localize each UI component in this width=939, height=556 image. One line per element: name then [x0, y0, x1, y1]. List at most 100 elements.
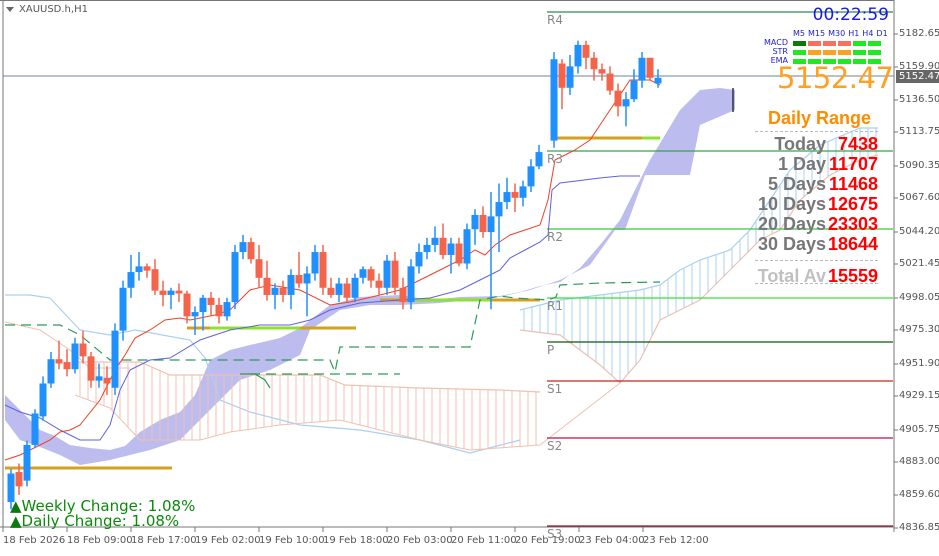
- kumo-hatch-pink: [4, 321, 621, 451]
- candle: [590, 52, 598, 81]
- candle: [335, 277, 343, 303]
- candle: [447, 237, 455, 274]
- candle: [574, 40, 582, 74]
- candle: [415, 243, 423, 274]
- signal-cell: [838, 41, 851, 46]
- candle: [550, 52, 558, 148]
- range-value: 7438: [837, 134, 878, 154]
- candle-timer: 00:22:59: [812, 5, 889, 25]
- signal-cell: [808, 59, 821, 64]
- weekly-change: ▲Weekly Change: 1.08%: [10, 497, 195, 515]
- candle: [231, 244, 239, 310]
- range-label: Total Av: [757, 266, 826, 286]
- candle: [287, 269, 295, 310]
- candle: [159, 280, 167, 307]
- candle: [239, 234, 247, 260]
- candle: [351, 273, 359, 303]
- indicator-labels: MACD STR EMA: [758, 38, 788, 65]
- candle: [527, 159, 535, 193]
- dropdown-triangle-icon: [6, 6, 14, 12]
- range-label: 20 Days: [757, 214, 826, 234]
- pivot-label-r3: R3: [547, 152, 563, 166]
- range-value: 11707: [828, 154, 878, 174]
- indicator-label-macd: MACD: [764, 38, 788, 47]
- time-tick-label: 19 Feb 02:00: [195, 535, 261, 546]
- price-tick-label: 4836.85: [899, 522, 939, 533]
- price-tick-label: 5113.75: [899, 126, 939, 137]
- range-value: 12675: [827, 194, 878, 214]
- time-tick-label: 23 Feb 12:00: [643, 535, 709, 546]
- signal-cell: [793, 50, 806, 55]
- price-tick-label: 5182.65: [899, 28, 939, 39]
- candle: [71, 337, 79, 374]
- timeframe-h4: H4: [862, 29, 874, 38]
- candle: [199, 294, 207, 331]
- indicator-row: [793, 50, 881, 55]
- candle: [463, 223, 471, 270]
- candle: [519, 180, 527, 207]
- pivot-lines: [547, 11, 893, 527]
- candle: [431, 226, 439, 253]
- divider: [755, 283, 878, 284]
- candle: [271, 283, 279, 310]
- candle: [455, 237, 463, 267]
- candle: [79, 330, 87, 364]
- candle: [646, 57, 654, 81]
- candle: [15, 463, 23, 495]
- signal-cell: [808, 41, 821, 46]
- timeframe-header: M5 M15 M30 H1 H4 D1: [793, 29, 888, 38]
- candle: [255, 244, 263, 288]
- price-tick-label: 5090.35: [899, 160, 939, 171]
- chikou-span: [5, 281, 661, 375]
- candle: [151, 259, 159, 295]
- current-price-display: 5152.47: [777, 61, 894, 95]
- candle: [391, 252, 399, 295]
- symbol-title: XAUUSD.h,H1: [19, 4, 88, 15]
- tenkan-sen: [4, 79, 661, 461]
- pivot-label-s1: S1: [547, 382, 563, 396]
- candle: [423, 237, 431, 260]
- candle: [87, 352, 95, 388]
- range-label: 30 Days: [757, 234, 826, 254]
- time-tick-label: 18 Feb 09:00: [67, 535, 133, 546]
- pivot-label-r4: R4: [547, 13, 563, 27]
- signal-cell: [838, 59, 851, 64]
- pivot-label-s3: S3: [547, 527, 563, 541]
- price-tick-label: 4975.30: [899, 324, 939, 335]
- signal-cell: [808, 50, 821, 55]
- indicator-grid: [793, 41, 881, 68]
- timeframe-h1: H1: [848, 29, 860, 38]
- candle: [95, 363, 103, 388]
- candle: [183, 290, 191, 324]
- candle: [367, 266, 375, 288]
- current-price-tag: 5152.47: [896, 70, 939, 83]
- candle: [111, 323, 119, 395]
- pivot-label-r2: R2: [547, 230, 563, 244]
- candle: [343, 277, 351, 303]
- candle: [23, 440, 31, 487]
- pivot-label-s2: S2: [547, 439, 563, 453]
- range-value: 11468: [828, 174, 878, 194]
- up-arrow-icon: ▲: [10, 512, 22, 530]
- daily-change: ▲Daily Change: 1.08%: [10, 512, 179, 530]
- candle: [295, 252, 303, 288]
- range-value: 23303: [827, 214, 878, 234]
- candle: [471, 209, 479, 245]
- chart-title[interactable]: XAUUSD.h,H1: [6, 4, 88, 15]
- time-tick-label: 18 Feb 2026: [3, 535, 66, 546]
- candle: [55, 340, 63, 370]
- signal-cell: [853, 59, 866, 64]
- time-tick-label: 23 Feb 04:00: [579, 535, 645, 546]
- time-tick-label: 19 Feb 18:00: [323, 535, 389, 546]
- time-tick-label: 20 Feb 19:00: [515, 535, 581, 546]
- candle: [311, 244, 319, 281]
- candle: [143, 263, 151, 278]
- timeframe-m30: M30: [828, 29, 846, 38]
- indicator-row: [793, 59, 881, 64]
- price-tick-label: 4883.00: [899, 456, 939, 467]
- candle: [175, 283, 183, 303]
- daily-change-text: Daily Change: 1.08%: [21, 512, 180, 530]
- candle: [167, 287, 175, 310]
